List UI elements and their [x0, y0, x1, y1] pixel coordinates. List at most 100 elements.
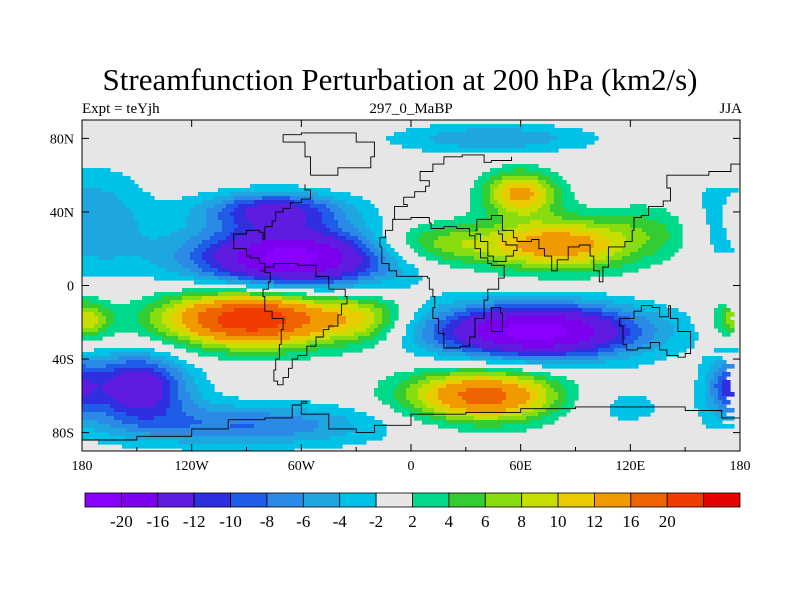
contour-cell [718, 368, 727, 373]
contour-cell [234, 196, 263, 201]
contour-cell [486, 312, 583, 317]
x-tick-label: 60E [509, 459, 532, 474]
contour-cell [114, 192, 151, 197]
contour-cell [706, 220, 723, 225]
contour-cell [410, 400, 423, 405]
contour-cell [726, 316, 731, 321]
contour-cell [186, 344, 203, 349]
y-tick-label: 80N [50, 132, 74, 147]
contour-cell [718, 304, 727, 309]
contour-cell [182, 372, 191, 377]
contour-cell [294, 308, 323, 313]
contour-cell [482, 172, 499, 177]
contour-cell [698, 372, 707, 377]
contour-cell [382, 320, 391, 325]
contour-cell [354, 224, 367, 229]
contour-cell [646, 232, 671, 237]
contour-cell [218, 188, 331, 193]
contour-cell [114, 376, 159, 381]
contour-cell [378, 240, 387, 245]
contour-cell [582, 320, 611, 325]
contour-cell [706, 376, 715, 381]
contour-cell [114, 368, 155, 373]
contour-cell [250, 280, 275, 285]
contour-cell [450, 372, 507, 377]
contour-cell [722, 392, 735, 397]
contour-cell [630, 204, 647, 209]
contour-cell [230, 348, 279, 353]
contour-cell [246, 208, 303, 213]
contour-cell [530, 188, 539, 193]
contour-cell [362, 248, 371, 253]
contour-cell [162, 360, 175, 365]
contour-cell [394, 372, 423, 377]
contour-cell [358, 280, 383, 285]
contour-cell [470, 316, 507, 321]
contour-cell [542, 404, 551, 409]
contour-cell [442, 292, 607, 297]
contour-cell [518, 376, 535, 381]
contour-cell [198, 264, 211, 269]
contour-cell [474, 248, 503, 253]
contour-cell [458, 144, 527, 149]
contour-cell [190, 396, 203, 401]
contour-cell [694, 380, 707, 385]
contour-cell [526, 360, 607, 365]
contour-cell [330, 336, 359, 341]
contour-cell [342, 272, 359, 277]
contour-cell [502, 196, 511, 201]
contour-cell [710, 240, 731, 245]
contour-cell [438, 392, 459, 397]
contour-cell [198, 244, 211, 249]
contour-cell [238, 204, 259, 209]
contour-cell [418, 252, 435, 257]
contour-cell [82, 368, 115, 373]
contour-cell [478, 328, 503, 333]
contour-cell [342, 256, 363, 261]
contour-cell [634, 340, 651, 345]
contour-cell [126, 404, 155, 409]
contour-cell [254, 276, 283, 281]
contour-cell [462, 396, 507, 401]
contour-cell [402, 404, 415, 409]
contour-cell [462, 344, 479, 349]
contour-cell [514, 232, 543, 237]
contour-cell [514, 252, 535, 257]
contour-cell [118, 356, 151, 361]
contour-cell [322, 212, 335, 217]
contour-cell [206, 208, 223, 213]
contour-cell [506, 256, 531, 261]
contour-cell [174, 252, 191, 257]
contour-cell [446, 324, 459, 329]
contour-cell [530, 212, 555, 217]
contour-cell [82, 188, 103, 193]
contour-cell [470, 204, 483, 209]
contour-cell [666, 340, 695, 345]
contour-cell [282, 312, 307, 317]
contour-cell [366, 244, 375, 249]
colorbar-label: 4 [445, 512, 454, 531]
contour-cell [390, 264, 399, 269]
contour-cell [474, 416, 499, 421]
contour-cell [610, 412, 651, 417]
contour-cell [394, 276, 423, 281]
contour-cell [630, 356, 667, 361]
contour-cell [586, 256, 607, 261]
contour-cell [350, 232, 363, 237]
contour-cell [498, 212, 519, 217]
contour-cell [490, 352, 519, 357]
contour-cell [118, 400, 159, 405]
contour-cell [386, 376, 411, 381]
contour-cell [82, 332, 99, 337]
contour-cell [494, 180, 503, 185]
contour-cell [282, 292, 307, 297]
contour-cell [246, 284, 275, 289]
contour-cell [702, 204, 723, 209]
contour-cell [542, 220, 595, 225]
contour-cell [626, 336, 639, 341]
contour-cell [722, 308, 731, 313]
contour-cell [554, 196, 563, 201]
contour-cell [82, 352, 111, 357]
contour-cell [146, 304, 163, 309]
contour-cell [274, 284, 355, 289]
